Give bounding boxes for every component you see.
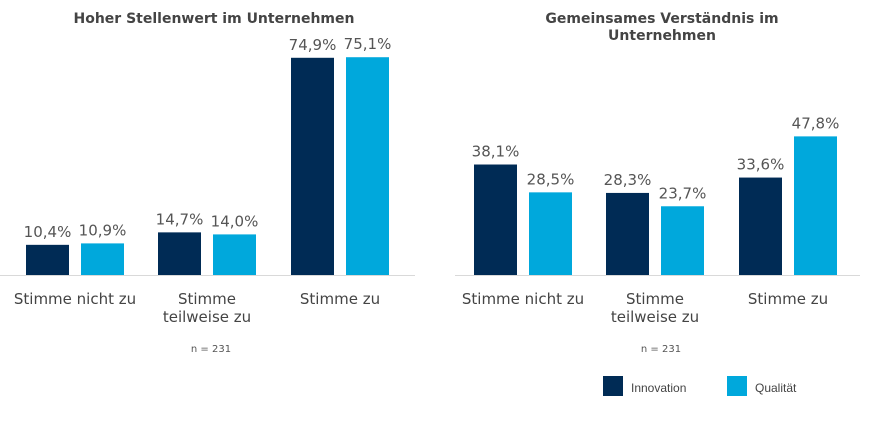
category-label: Stimme zu bbox=[300, 290, 380, 308]
category-label: Stimme teilweise zu bbox=[611, 290, 699, 326]
data-label: 14,7% bbox=[156, 210, 204, 228]
bar-innovation bbox=[606, 192, 649, 275]
data-label: 38,1% bbox=[472, 143, 520, 161]
data-label: 74,9% bbox=[289, 36, 337, 54]
legend-swatch-qualitaet bbox=[727, 376, 747, 396]
category-label: Stimme nicht zu bbox=[14, 290, 136, 308]
bar-qualitaet bbox=[213, 234, 256, 275]
bar-qualitaet bbox=[346, 57, 389, 276]
data-label: 28,5% bbox=[527, 170, 575, 188]
legend-label-innovation: Innovation bbox=[631, 381, 686, 395]
legend-swatch-innovation bbox=[603, 376, 623, 396]
legend: Innovation Qualität bbox=[603, 376, 797, 396]
data-label: 23,7% bbox=[659, 184, 707, 202]
data-label: 75,1% bbox=[344, 35, 392, 53]
category-label: Stimme nicht zu bbox=[462, 290, 584, 308]
data-label: 10,4% bbox=[24, 223, 72, 241]
category-label: Stimme zu bbox=[748, 290, 828, 308]
data-label: 10,9% bbox=[79, 221, 127, 239]
bar-innovation bbox=[739, 177, 782, 275]
data-label: 33,6% bbox=[737, 156, 785, 174]
bar-qualitaet bbox=[529, 192, 572, 275]
bar-innovation bbox=[474, 164, 517, 275]
bar-innovation bbox=[26, 244, 69, 275]
data-label: 28,3% bbox=[604, 171, 652, 189]
data-label: 14,0% bbox=[211, 212, 259, 230]
sample-size-note: n = 231 bbox=[191, 344, 231, 355]
legend-label-qualitaet: Qualität bbox=[755, 381, 797, 395]
chart-title: Gemeinsames Verständnis im Unternehmen bbox=[545, 11, 778, 44]
category-label: Stimme teilweise zu bbox=[163, 290, 251, 326]
sample-size-note: n = 231 bbox=[641, 344, 681, 355]
chart-hoher-stellenwert: Hoher Stellenwert im Unternehmen 10,4% 10,… bbox=[0, 11, 415, 355]
bar-qualitaet bbox=[81, 243, 124, 275]
chart-title: Hoher Stellenwert im Unternehmen bbox=[74, 11, 355, 27]
bar-qualitaet bbox=[794, 136, 837, 275]
data-label: 47,8% bbox=[792, 114, 840, 132]
chart-gemeinsames-verstaendnis: Gemeinsames Verständnis im Unternehmen 38,… bbox=[455, 11, 860, 355]
bar-innovation bbox=[291, 57, 334, 275]
bar-qualitaet bbox=[661, 206, 704, 275]
bar-innovation bbox=[158, 232, 201, 275]
